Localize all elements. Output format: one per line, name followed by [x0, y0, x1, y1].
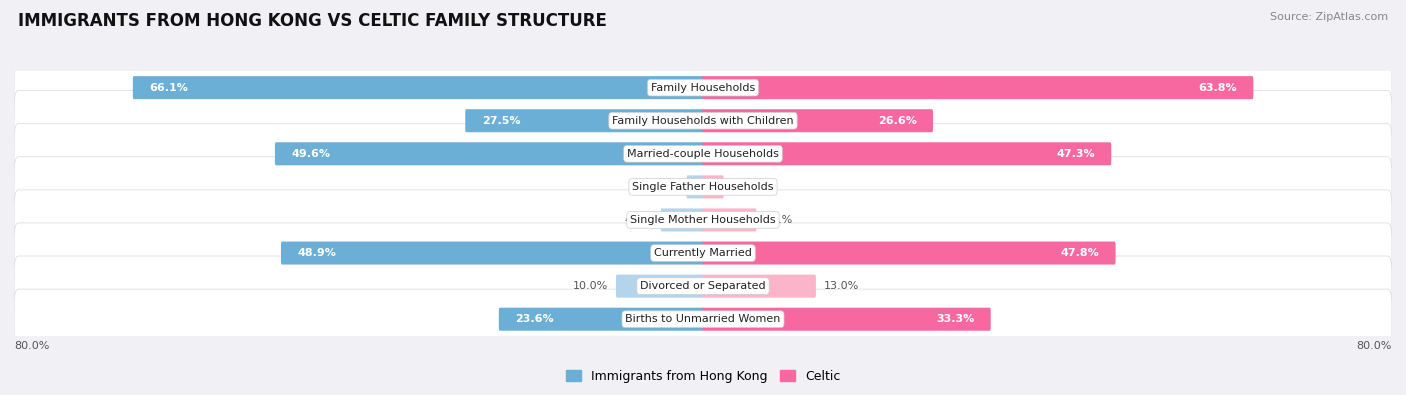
- Text: 47.8%: 47.8%: [1060, 248, 1099, 258]
- Text: 47.3%: 47.3%: [1056, 149, 1095, 159]
- Text: 80.0%: 80.0%: [1357, 341, 1392, 351]
- Text: 33.3%: 33.3%: [936, 314, 974, 324]
- FancyBboxPatch shape: [132, 76, 704, 99]
- FancyBboxPatch shape: [465, 109, 704, 132]
- FancyBboxPatch shape: [702, 109, 934, 132]
- FancyBboxPatch shape: [702, 175, 724, 198]
- Text: Divorced or Separated: Divorced or Separated: [640, 281, 766, 291]
- FancyBboxPatch shape: [14, 90, 1392, 151]
- Legend: Immigrants from Hong Kong, Celtic: Immigrants from Hong Kong, Celtic: [561, 365, 845, 388]
- Text: 66.1%: 66.1%: [149, 83, 188, 93]
- FancyBboxPatch shape: [14, 157, 1392, 217]
- Text: 27.5%: 27.5%: [482, 116, 520, 126]
- FancyBboxPatch shape: [499, 308, 704, 331]
- Text: 26.6%: 26.6%: [877, 116, 917, 126]
- Text: 63.8%: 63.8%: [1198, 83, 1237, 93]
- Text: 80.0%: 80.0%: [14, 341, 49, 351]
- Text: 48.9%: 48.9%: [298, 248, 336, 258]
- FancyBboxPatch shape: [281, 241, 704, 265]
- FancyBboxPatch shape: [14, 223, 1392, 283]
- FancyBboxPatch shape: [14, 190, 1392, 250]
- FancyBboxPatch shape: [14, 124, 1392, 184]
- Text: IMMIGRANTS FROM HONG KONG VS CELTIC FAMILY STRUCTURE: IMMIGRANTS FROM HONG KONG VS CELTIC FAMI…: [18, 12, 607, 30]
- Text: 2.3%: 2.3%: [731, 182, 759, 192]
- Text: Currently Married: Currently Married: [654, 248, 752, 258]
- Text: Births to Unmarried Women: Births to Unmarried Women: [626, 314, 780, 324]
- Text: 4.8%: 4.8%: [624, 215, 652, 225]
- FancyBboxPatch shape: [14, 289, 1392, 349]
- Text: Single Mother Households: Single Mother Households: [630, 215, 776, 225]
- Text: 1.8%: 1.8%: [651, 182, 679, 192]
- Text: 6.1%: 6.1%: [763, 215, 793, 225]
- Text: Family Households with Children: Family Households with Children: [612, 116, 794, 126]
- FancyBboxPatch shape: [702, 241, 1115, 265]
- Text: 23.6%: 23.6%: [515, 314, 554, 324]
- FancyBboxPatch shape: [702, 308, 991, 331]
- FancyBboxPatch shape: [702, 142, 1111, 166]
- FancyBboxPatch shape: [14, 58, 1392, 118]
- Text: Single Father Households: Single Father Households: [633, 182, 773, 192]
- FancyBboxPatch shape: [702, 76, 1253, 99]
- FancyBboxPatch shape: [702, 209, 756, 231]
- FancyBboxPatch shape: [661, 209, 704, 231]
- FancyBboxPatch shape: [276, 142, 704, 166]
- FancyBboxPatch shape: [686, 175, 704, 198]
- FancyBboxPatch shape: [702, 275, 815, 298]
- Text: 13.0%: 13.0%: [824, 281, 859, 291]
- Text: 10.0%: 10.0%: [574, 281, 609, 291]
- Text: Family Households: Family Households: [651, 83, 755, 93]
- Text: Source: ZipAtlas.com: Source: ZipAtlas.com: [1270, 12, 1388, 22]
- Text: 49.6%: 49.6%: [291, 149, 330, 159]
- Text: Married-couple Households: Married-couple Households: [627, 149, 779, 159]
- FancyBboxPatch shape: [616, 275, 704, 298]
- FancyBboxPatch shape: [14, 256, 1392, 316]
